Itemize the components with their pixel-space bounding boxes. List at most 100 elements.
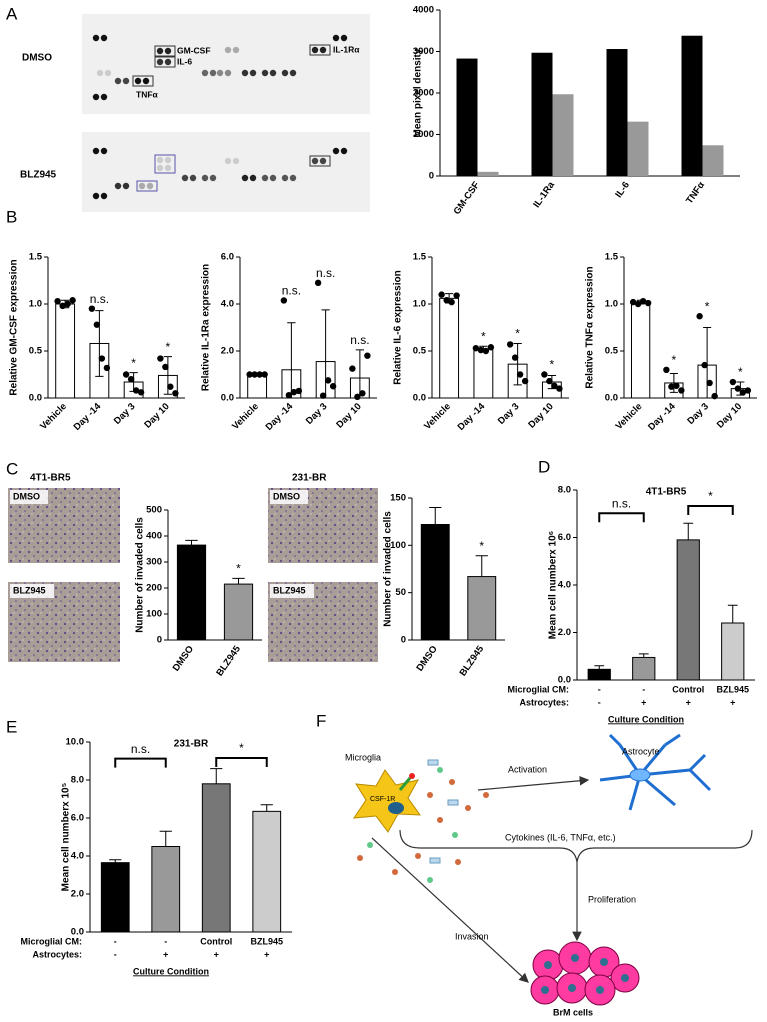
diagram-label: Cytokines (IL-6, TNFα, etc.): [505, 832, 616, 842]
spot-box: [154, 56, 176, 68]
blot-row-label: BLZ945: [20, 170, 57, 181]
data-point: [673, 382, 680, 389]
data-point: [127, 376, 135, 383]
diagram-label: Astrocyte: [622, 746, 660, 756]
x-axis-label: Culture Condition: [133, 966, 209, 976]
condition-value: +: [264, 949, 269, 959]
blot-spot: [181, 174, 189, 182]
blot-spot: [241, 174, 249, 182]
x-tick-label: Day 10: [334, 401, 363, 430]
blot-spot: [209, 69, 217, 77]
panel-letter: D: [538, 457, 550, 476]
comparison-bracket: [687, 505, 734, 515]
data-point: [261, 371, 268, 378]
data-point: [541, 371, 548, 378]
data-point: [729, 378, 737, 386]
x-tick-label: BLZ945: [214, 643, 243, 678]
data-point: [734, 385, 742, 392]
bar: [420, 524, 450, 641]
blot-spot: [100, 34, 108, 42]
x-tick-label: Day -14: [72, 401, 104, 433]
data-point: [506, 341, 514, 348]
blot-spot: [241, 69, 249, 77]
x-tick-label: Day -14: [646, 401, 678, 433]
y-tick-label: 0.0: [413, 393, 426, 404]
bar: [456, 58, 478, 176]
y-tick-label: 1.5: [605, 252, 619, 263]
data-point: [256, 371, 263, 378]
y-tick-label: 100: [390, 540, 406, 551]
data-point: [329, 383, 337, 390]
y-tick-label: 0.0: [605, 393, 618, 404]
error-bar: [638, 653, 649, 658]
y-tick-label: 4.0: [221, 299, 234, 310]
cytokine-dots: [427, 759, 459, 864]
x-tick-label: Day 3: [112, 401, 138, 427]
bar: [201, 783, 231, 933]
significance-label: *: [515, 327, 520, 341]
data-point: [516, 371, 524, 378]
bar: [702, 145, 724, 176]
bar: [247, 374, 268, 399]
blot-spot: [156, 47, 164, 55]
data-point: [639, 297, 647, 305]
data-point: [443, 297, 450, 304]
nucleus: [629, 768, 651, 782]
blot-spot: [114, 182, 122, 190]
x-tick-label: Day 3: [496, 401, 522, 427]
x-tick-label: Day 3: [304, 401, 330, 427]
blot-spot: [224, 157, 232, 165]
blot-spot: [92, 93, 100, 101]
bar: [477, 171, 499, 176]
significance-label: *: [479, 539, 484, 553]
blot-group: DMSO BLZ945 GM-CSF IL-6 IL-1Rα TNFα: [20, 14, 370, 212]
blot-spot: [146, 182, 154, 190]
condition-value: +: [163, 949, 168, 959]
error-bar: [95, 310, 104, 377]
blot-spot: [100, 93, 108, 101]
x-tick-label: Day 10: [142, 401, 171, 430]
data-point: [678, 387, 685, 394]
data-point: [137, 389, 145, 396]
y-tick-label: 1.0: [29, 299, 42, 310]
y-tick-label: 0: [401, 635, 406, 646]
y-axis-label: Number of invaded cells: [383, 511, 394, 627]
x-tick-label: Vehicle: [38, 401, 69, 432]
bar: [151, 846, 181, 933]
bar: [100, 862, 130, 933]
bar: [531, 52, 553, 177]
x-tick-label: IL-6: [613, 180, 632, 200]
bar: [467, 576, 497, 641]
nucleus: [388, 802, 404, 814]
error-bar: [594, 665, 605, 670]
condition-value: Control: [672, 684, 704, 694]
bar: [587, 668, 611, 681]
blot-spot: [332, 34, 340, 42]
blot-spot: [122, 182, 130, 190]
spot-box: [309, 155, 331, 167]
y-axis-label: Mean pixel density: [413, 48, 424, 137]
y-tick-label: 6.0: [71, 813, 84, 824]
data-point: [93, 321, 101, 328]
y-axis-label: Relative IL-1Ra expression: [201, 264, 212, 391]
y-tick-label: 0: [157, 635, 162, 646]
y-tick-label: 300: [146, 557, 162, 568]
blot-spot: [340, 147, 348, 155]
data-point: [701, 361, 708, 369]
data-point: [521, 377, 529, 385]
data-point: [472, 344, 480, 352]
error-bar: [210, 768, 223, 784]
blot-spot: [269, 174, 277, 182]
panel-letter: F: [316, 711, 326, 730]
x-tick-label: DMSO: [414, 644, 439, 674]
blot-spot: [261, 174, 269, 182]
cell-line-label: 231-BR: [292, 473, 327, 484]
y-tick-label: 0.5: [413, 346, 427, 357]
blot-spot: [164, 164, 172, 172]
y-tick-label: 8.0: [71, 775, 84, 786]
blot-spot: [249, 69, 257, 77]
spot-box: [136, 180, 158, 192]
bar: [439, 297, 460, 399]
x-axis-label: Culture Condition: [608, 714, 684, 724]
y-tick-label: 100: [146, 609, 162, 620]
